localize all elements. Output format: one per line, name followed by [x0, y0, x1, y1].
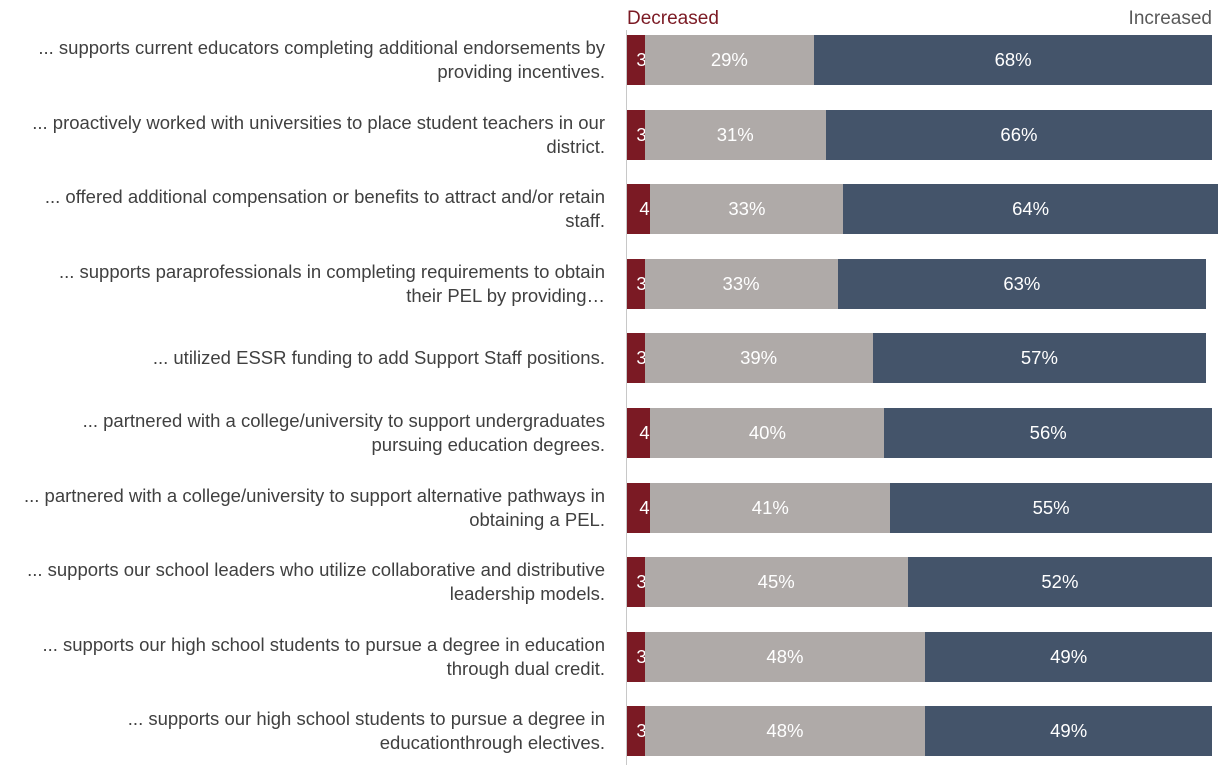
category-label: ... supports current educators completin… — [38, 37, 605, 82]
category-label: ... supports our school leaders who util… — [27, 559, 605, 605]
data-label: 41% — [751, 496, 789, 518]
category-label: ... supports paraprofessionals in comple… — [58, 260, 605, 306]
bar-segment — [627, 333, 645, 384]
bar-segment — [837, 258, 1207, 309]
data-label: 39% — [740, 347, 778, 369]
bar-segment — [925, 706, 1212, 757]
data-label: 29% — [710, 49, 748, 70]
category-label: ... supports our high school students to… — [127, 708, 605, 754]
data-label: 31% — [716, 123, 754, 145]
data-label: 66% — [1000, 123, 1038, 145]
category-label: ... utilized ESSR funding to add Support… — [152, 347, 605, 369]
category-label: ... partnered with a college/university … — [23, 484, 605, 530]
category-label: ... supports our high school students to… — [42, 633, 605, 679]
bar-segment — [627, 631, 645, 682]
data-label: 52% — [1041, 571, 1079, 593]
bar-segment — [890, 482, 1212, 533]
bar-segment — [872, 333, 1207, 384]
bar-segment — [644, 557, 908, 608]
bar-segment — [644, 258, 838, 309]
data-label: 68% — [994, 49, 1032, 70]
bar-segment — [650, 408, 885, 458]
bar-segment — [884, 408, 1212, 458]
bar-segment — [925, 631, 1212, 682]
data-label: 45% — [757, 571, 795, 593]
bar-segment — [825, 109, 1212, 160]
data-label: 33% — [728, 198, 766, 220]
data-label: 64% — [1012, 198, 1050, 220]
bar-segment — [627, 706, 645, 757]
data-label: 57% — [1020, 347, 1058, 369]
bar-segment — [644, 35, 815, 85]
bar-segment — [627, 557, 645, 608]
category-label: ... proactively worked with universities… — [32, 111, 605, 157]
legend-label: Increased — [1128, 8, 1212, 29]
bar-segment — [627, 184, 651, 235]
data-label: 63% — [1003, 272, 1041, 294]
data-label: 49% — [1050, 645, 1088, 667]
data-label: 56% — [1029, 422, 1067, 443]
bar-segment — [627, 408, 651, 458]
category-label: ... offered additional compensation or b… — [44, 186, 605, 232]
axis-line — [626, 30, 627, 765]
bar-segment — [644, 109, 826, 160]
bar-segment — [644, 706, 926, 757]
data-label: 48% — [766, 645, 804, 667]
legend-label: Decreased — [627, 8, 719, 29]
data-label: 40% — [748, 422, 786, 443]
bar-segment — [907, 557, 1212, 608]
bar-segment — [843, 184, 1218, 235]
data-label: 49% — [1050, 720, 1088, 742]
data-label: 33% — [722, 272, 760, 294]
bar-segment — [627, 35, 645, 85]
bar-segment — [644, 631, 926, 682]
data-label: 55% — [1032, 496, 1070, 518]
bar-segment — [650, 482, 891, 533]
bar-segment — [644, 333, 873, 384]
bar-segment — [627, 258, 645, 309]
bar-segment — [627, 109, 645, 160]
category-label: ... partnered with a college/university … — [82, 410, 605, 455]
bar-segment — [814, 35, 1212, 85]
data-label: 48% — [766, 720, 804, 742]
bar-segment — [627, 482, 651, 533]
bar-segment — [650, 184, 844, 235]
